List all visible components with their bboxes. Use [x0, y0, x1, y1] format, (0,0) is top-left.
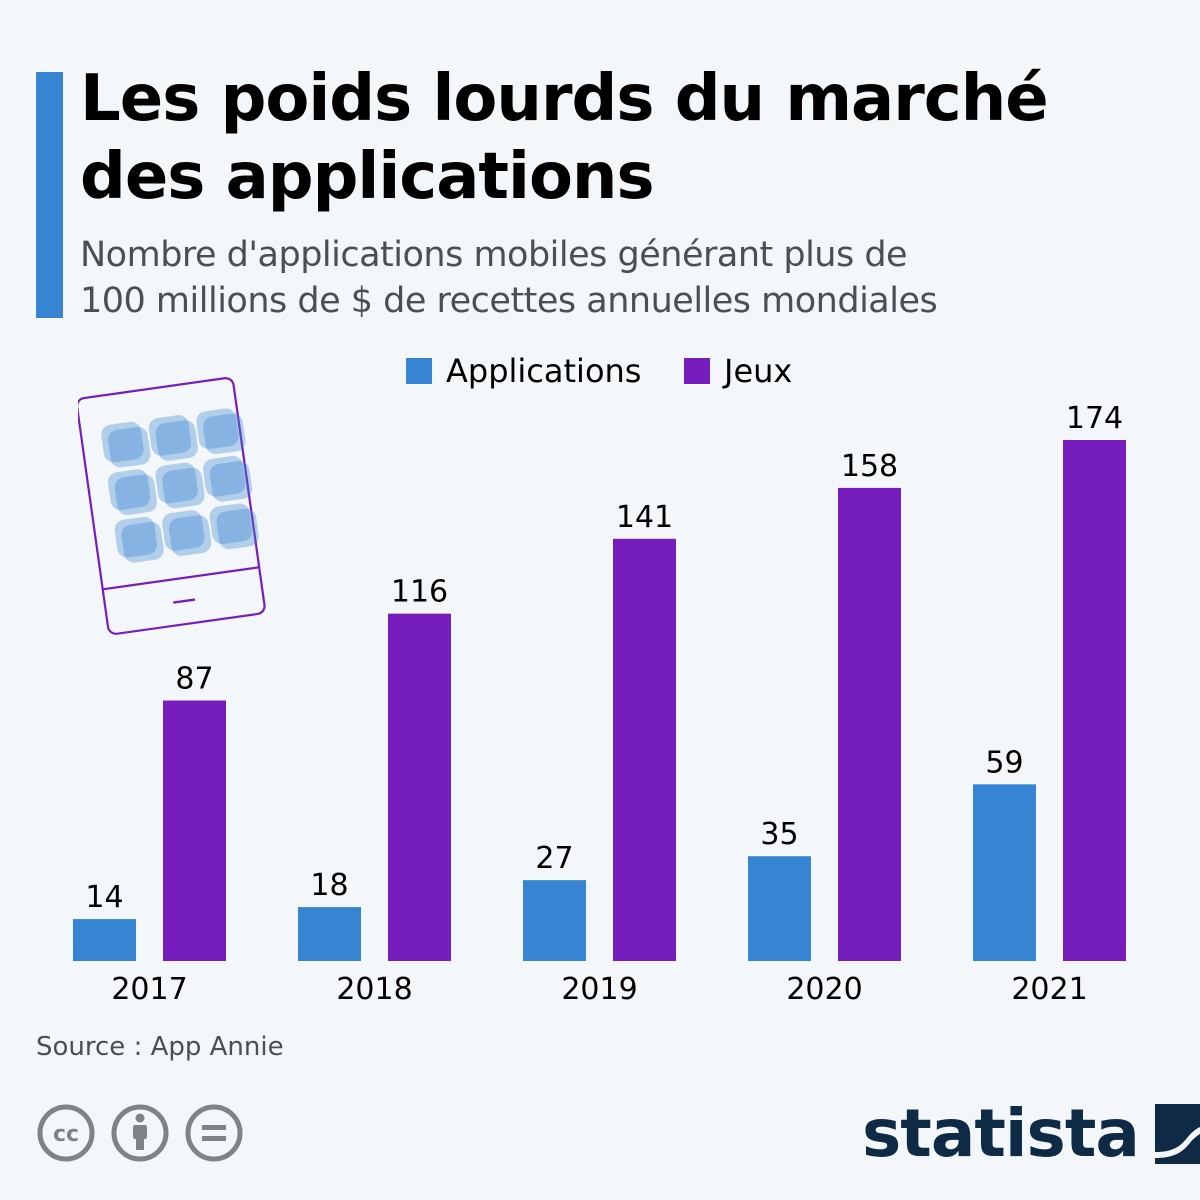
data-label-jeux-2018: 116 — [391, 575, 448, 610]
x-tick-label-2021: 2021 — [1011, 972, 1087, 1007]
data-label-jeux-2021: 174 — [1066, 401, 1123, 436]
chart-title: Les poids lourds du marché des applicati… — [80, 60, 1180, 216]
license-icons: cc — [36, 1103, 244, 1163]
bar-jeux-2019 — [613, 538, 676, 961]
data-label-applications-2017: 14 — [85, 880, 123, 915]
data-label-applications-2020: 35 — [760, 817, 798, 852]
x-tick-label-2020: 2020 — [786, 972, 862, 1007]
bar-applications-2017 — [73, 919, 136, 961]
tablet-apps-icon — [78, 377, 266, 635]
title-line-1: Les poids lourds du marché — [80, 62, 1049, 136]
x-tick-label-2017: 2017 — [111, 972, 187, 1007]
logo-text: statista — [862, 1095, 1140, 1172]
x-tick-label-2018: 2018 — [336, 972, 412, 1007]
bar-chart: 14 87 2017 18 116 2018 27 141 2019 35 158 2020 59 174… — [73, 401, 1126, 1007]
statista-logo[interactable]: statista — [862, 1098, 1200, 1170]
data-label-applications-2018: 18 — [310, 868, 348, 903]
legend-label-applications: Applications — [446, 352, 642, 390]
data-label-jeux-2017: 87 — [175, 662, 213, 697]
source-note: Source : App Annie — [36, 1032, 284, 1062]
title-line-2: des applications — [80, 140, 655, 214]
data-label-applications-2021: 59 — [985, 745, 1023, 780]
bar-jeux-2021 — [1063, 440, 1126, 961]
bar-applications-2021 — [973, 784, 1036, 961]
x-tick-label-2019: 2019 — [561, 972, 637, 1007]
bar-applications-2019 — [523, 880, 586, 961]
bar-jeux-2020 — [838, 487, 901, 961]
no-derivatives-icon[interactable] — [184, 1103, 244, 1163]
legend-swatch-jeux — [684, 358, 710, 384]
legend-swatch-applications — [406, 358, 432, 384]
bar-jeux-2018 — [388, 613, 451, 961]
statista-logo-icon — [1154, 1104, 1200, 1164]
subtitle-line-2: 100 millions de $ de recettes annuelles … — [80, 281, 938, 321]
cc-icon[interactable]: cc — [36, 1103, 96, 1163]
title-accent-bar — [36, 72, 63, 318]
bar-jeux-2017 — [163, 700, 226, 961]
data-label-jeux-2019: 141 — [616, 500, 673, 535]
bar-applications-2018 — [298, 907, 361, 961]
legend-item-jeux: Jeux — [684, 352, 792, 390]
chart-subtitle: Nombre d'applications mobiles générant p… — [80, 232, 1180, 324]
data-label-jeux-2020: 158 — [841, 449, 898, 484]
subtitle-line-1: Nombre d'applications mobiles générant p… — [80, 235, 908, 275]
svg-text:cc: cc — [53, 1122, 79, 1147]
legend-item-applications: Applications — [406, 352, 641, 390]
legend: Applications Jeux — [0, 352, 1200, 396]
legend-label-jeux: Jeux — [724, 352, 793, 390]
data-label-applications-2019: 27 — [535, 841, 573, 876]
bar-applications-2020 — [748, 856, 811, 961]
attribution-icon[interactable] — [110, 1103, 170, 1163]
